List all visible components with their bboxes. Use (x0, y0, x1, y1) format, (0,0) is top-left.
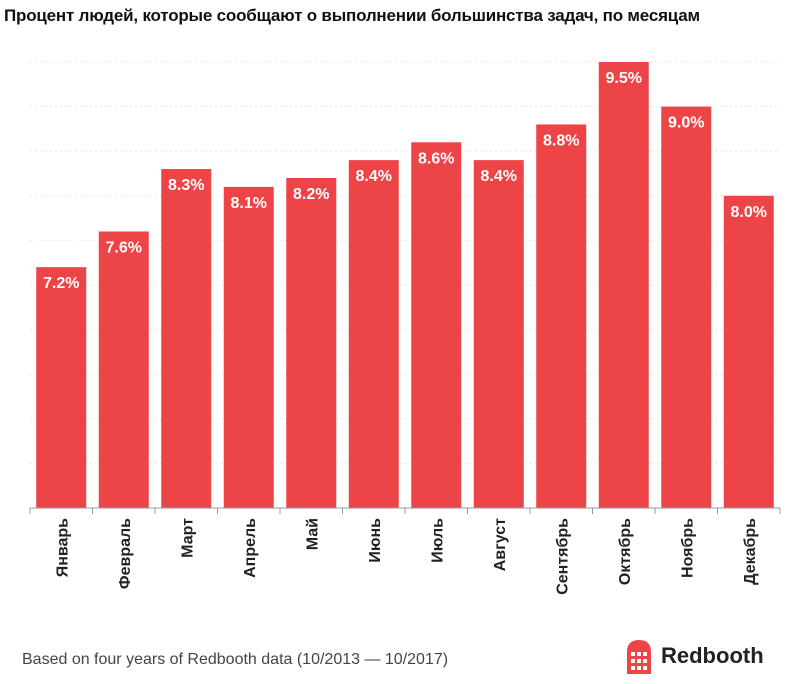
category-label-1: Январь (54, 518, 71, 577)
data-label-6: 8.4% (356, 168, 392, 185)
category-label-3: Март (179, 518, 196, 558)
category-label-5: Май (304, 518, 321, 550)
footer-note: Based on four years of Redbooth data (10… (22, 651, 449, 668)
data-label-11: 9.0% (668, 115, 704, 132)
bar-2 (98, 231, 149, 509)
chart-title: Процент людей, которые сообщают о выполн… (4, 6, 700, 25)
redbooth-logo: Redbooth (625, 636, 764, 676)
data-label-10: 9.5% (606, 70, 642, 87)
bar-7 (411, 142, 462, 508)
data-label-12: 8.0% (731, 204, 767, 221)
brand-name: Redbooth (661, 643, 764, 668)
gridlines (30, 61, 780, 464)
data-label-7: 8.6% (418, 150, 454, 167)
redbooth-logo-icon (627, 640, 651, 674)
data-label-4: 8.1% (231, 195, 267, 212)
data-label-8: 8.4% (481, 168, 517, 185)
bar-12 (723, 195, 774, 509)
bar-1 (36, 267, 87, 508)
bar-11 (661, 106, 712, 508)
data-label-9: 8.8% (543, 132, 579, 149)
bar-3 (161, 169, 212, 509)
data-labels: 7.2% 7.6% 8.3% 8.1% 8.2% 8.4% 8.6% 8.4% 8.8% 9.5%… (43, 70, 767, 292)
x-axis-ticks (29, 508, 781, 514)
bar-8 (473, 160, 524, 508)
data-label-2: 7.6% (106, 239, 142, 256)
category-label-6: Июнь (367, 518, 384, 563)
category-label-2: Февраль (117, 518, 134, 589)
category-label-11: Ноябрь (679, 518, 696, 578)
category-label-10: Октябрь (617, 518, 634, 585)
data-label-3: 8.3% (168, 177, 204, 194)
bar-9 (536, 124, 587, 508)
category-label-9: Сентябрь (554, 518, 571, 595)
bars (36, 62, 774, 509)
bar-4 (223, 186, 274, 508)
bar-5 (286, 177, 337, 508)
bar-chart: 7.2% 7.6% 8.3% 8.1% 8.2% 8.4% 8.6% 8.4% 8.8% 9.5%… (29, 61, 781, 595)
bar-10 (598, 62, 649, 508)
category-labels: Январь Февраль Март Апрель Май Июнь Июль Август… (54, 518, 759, 595)
category-label-7: Июль (429, 518, 446, 563)
category-label-4: Апрель (242, 518, 259, 578)
category-label-8: Август (492, 518, 509, 571)
data-label-5: 8.2% (293, 186, 329, 203)
category-label-12: Декабрь (742, 518, 759, 585)
data-label-1: 7.2% (43, 275, 79, 292)
bar-6 (348, 160, 399, 508)
